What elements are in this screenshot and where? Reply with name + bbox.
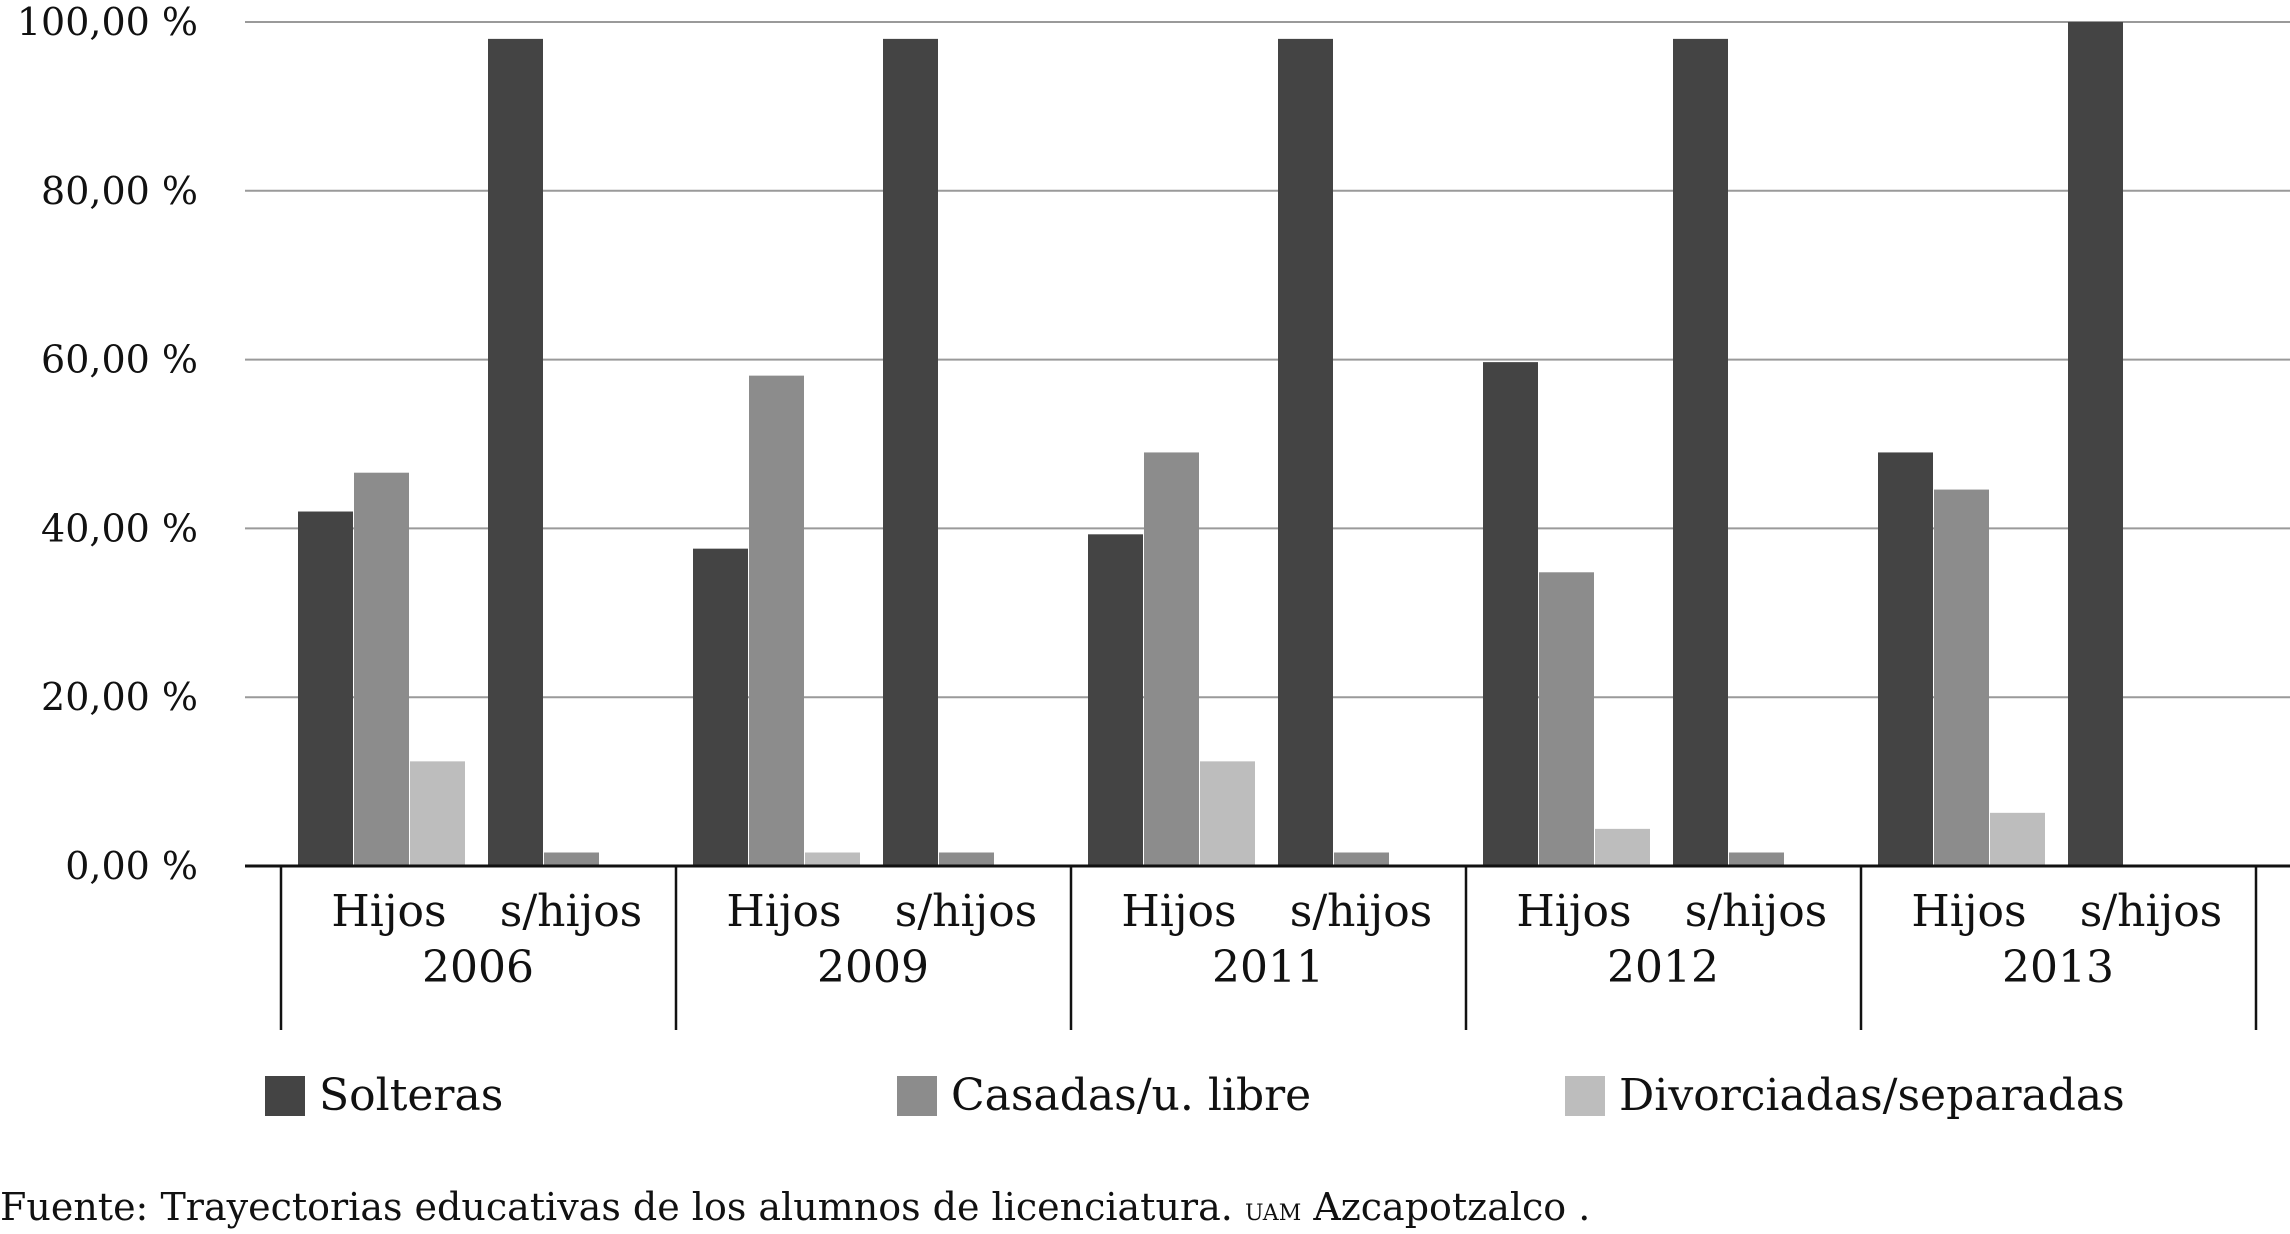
x-year-label: 2009 bbox=[817, 942, 929, 993]
legend-label: Solteras bbox=[319, 1070, 504, 1121]
x-sublabel: s/hijos bbox=[1290, 886, 1433, 937]
bar-divorciadas-separadas-2009-hijos bbox=[805, 852, 860, 866]
bar-divorciadas-separadas-2013-hijos bbox=[1990, 812, 2045, 866]
source-institution: UAM bbox=[1244, 1190, 1302, 1228]
bar-casadas-u-libre-2012-sin-hijos bbox=[1729, 852, 1784, 866]
y-tick-label: 40,00 % bbox=[41, 506, 198, 550]
bar-solteras-2006-hijos bbox=[298, 511, 353, 866]
x-sublabel: s/hijos bbox=[500, 886, 643, 937]
y-tick-label: 100,00 % bbox=[17, 0, 198, 44]
source-suffix: Azcapotzalco . bbox=[1313, 1185, 1591, 1229]
bar-casadas-u-libre-2006-hijos bbox=[354, 472, 409, 866]
bar-casadas-u-libre-2009-hijos bbox=[749, 375, 804, 866]
bar-chart: 0,00 % 20,00 % 40,00 % 60,00 % 80,00 % 100,00… bbox=[17, 0, 2290, 1030]
x-sublabel: s/hijos bbox=[2080, 886, 2223, 937]
bar-solteras-2012-hijos bbox=[1483, 362, 1538, 866]
bar-divorciadas-separadas-2006-hijos bbox=[410, 761, 465, 866]
bar-solteras-2011-hijos bbox=[1088, 534, 1143, 866]
x-sublabel: Hijos bbox=[1911, 886, 2026, 937]
y-tick-label: 20,00 % bbox=[41, 675, 198, 719]
bar-solteras-2013-sin-hijos bbox=[2068, 22, 2123, 866]
x-sublabel: Hijos bbox=[331, 886, 446, 937]
legend-swatch bbox=[897, 1075, 937, 1116]
bar-casadas-u-libre-2011-sin-hijos bbox=[1334, 852, 1389, 866]
legend-swatch bbox=[265, 1075, 305, 1116]
legend-item-casadas: Casadas/u. libre bbox=[897, 1070, 1311, 1121]
legend: Solteras Casadas/u. libre Divorciadas/se… bbox=[0, 1070, 2290, 1140]
bar-solteras-2012-sin-hijos bbox=[1673, 38, 1728, 866]
bar-divorciadas-separadas-2011-hijos bbox=[1200, 761, 1255, 866]
bar-solteras-2013-hijos bbox=[1878, 452, 1933, 866]
x-sublabel: Hijos bbox=[726, 886, 841, 937]
legend-item-divorciadas: Divorciadas/separadas bbox=[1565, 1070, 2125, 1121]
x-sublabel: Hijos bbox=[1516, 886, 1631, 937]
source-prefix: Fuente: Trayectorias educativas de los a… bbox=[0, 1185, 1233, 1229]
x-sublabel: Hijos bbox=[1121, 886, 1236, 937]
bar-casadas-u-libre-2011-hijos bbox=[1144, 452, 1199, 866]
bar-solteras-2006-sin-hijos bbox=[488, 38, 543, 866]
y-tick-label: 0,00 % bbox=[65, 844, 198, 888]
x-sublabel: s/hijos bbox=[1685, 886, 1828, 937]
x-year-label: 2013 bbox=[2002, 942, 2114, 993]
legend-label: Casadas/u. libre bbox=[951, 1070, 1312, 1121]
y-tick-label: 80,00 % bbox=[41, 169, 198, 213]
bar-casadas-u-libre-2006-sin-hijos bbox=[544, 852, 599, 866]
bar-solteras-2011-sin-hijos bbox=[1278, 38, 1333, 866]
bar-divorciadas-separadas-2012-hijos bbox=[1595, 828, 1650, 866]
x-year-label: 2006 bbox=[422, 942, 534, 993]
y-axis-ticks: 0,00 % 20,00 % 40,00 % 60,00 % 80,00 % 100,00… bbox=[17, 0, 198, 888]
source-note: Fuente: Trayectorias educativas de los a… bbox=[0, 1185, 1590, 1229]
x-year-label: 2011 bbox=[1212, 942, 1324, 993]
legend-item-solteras: Solteras bbox=[265, 1070, 503, 1121]
x-sublabel: s/hijos bbox=[895, 886, 1038, 937]
bars bbox=[298, 22, 2123, 866]
bar-casadas-u-libre-2009-sin-hijos bbox=[939, 852, 994, 866]
y-tick-label: 60,00 % bbox=[41, 338, 198, 382]
bar-solteras-2009-hijos bbox=[693, 548, 748, 866]
bar-casadas-u-libre-2013-hijos bbox=[1934, 489, 1989, 866]
bar-solteras-2009-sin-hijos bbox=[883, 38, 938, 866]
legend-label: Divorciadas/separadas bbox=[1619, 1070, 2125, 1121]
bar-casadas-u-libre-2012-hijos bbox=[1539, 572, 1594, 866]
legend-swatch bbox=[1565, 1075, 1605, 1116]
x-year-label: 2012 bbox=[1607, 942, 1719, 993]
